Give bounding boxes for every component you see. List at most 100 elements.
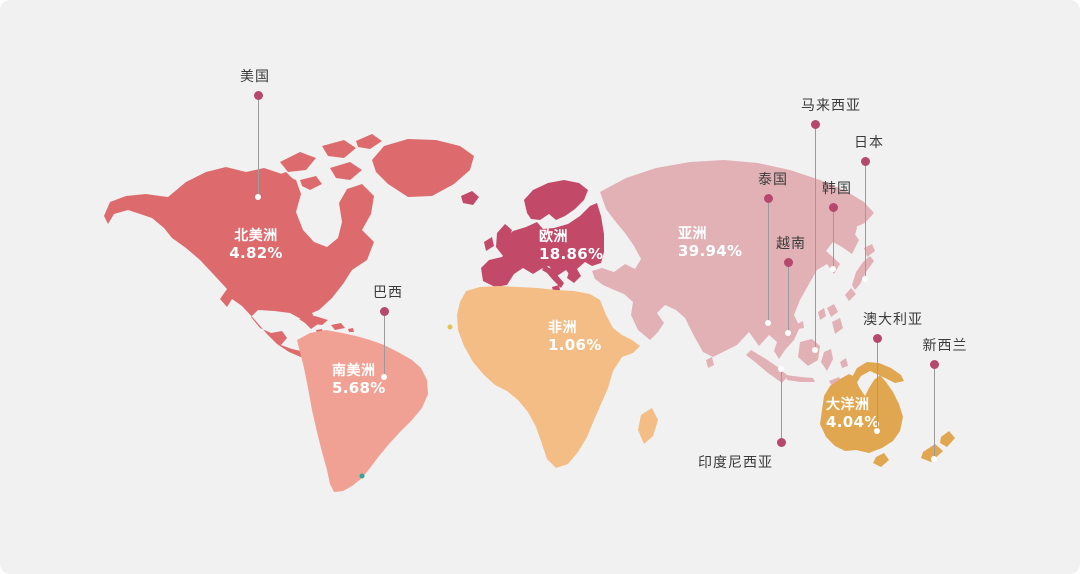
continent-value: 4.04%	[826, 413, 880, 431]
continent-label-africa: 非洲 1.06%	[548, 320, 602, 354]
pin-end-dot	[255, 194, 261, 200]
continent-label-south-america: 南美洲 5.68%	[332, 363, 386, 397]
pin-dot	[860, 156, 870, 166]
asia-mainland	[592, 160, 874, 359]
pin-end-dot	[830, 266, 836, 272]
tasmania	[873, 453, 889, 467]
continent-africa-shape	[457, 286, 658, 468]
greenland	[372, 139, 474, 197]
pin-label-malaysia: 马来西亚	[801, 98, 861, 114]
continent-label-europe: 欧洲 18.86%	[539, 229, 603, 263]
continent-label-asia: 亚洲 39.94%	[678, 226, 742, 260]
pin-line	[864, 165, 866, 279]
continent-value: 5.68%	[332, 379, 386, 397]
pin-end-dot	[765, 320, 771, 326]
continent-name: 北美洲	[234, 228, 278, 244]
new-guinea	[851, 362, 904, 384]
sulawesi	[821, 349, 833, 371]
continent-name: 大洋洲	[826, 397, 870, 413]
arctic-island	[322, 140, 356, 158]
cuba	[299, 316, 328, 325]
hainan	[797, 321, 804, 329]
sri-lanka	[706, 357, 714, 368]
pin-line	[832, 211, 834, 269]
pin-label-indonesia: 印度尼西亚	[698, 455, 773, 471]
pin-label-new-zealand: 新西兰	[922, 338, 968, 354]
continent-value: 4.82%	[229, 244, 283, 262]
continent-value: 39.94%	[678, 242, 743, 260]
pin-line	[876, 342, 878, 431]
pin-dot	[776, 437, 786, 447]
new-zealand-south-island	[921, 444, 943, 462]
arctic-island	[356, 134, 382, 149]
arctic-island	[330, 162, 362, 180]
continent-value: 1.06%	[548, 336, 602, 354]
new-zealand-north-island	[940, 431, 955, 447]
island-dot-teal	[359, 473, 365, 479]
sicily	[552, 285, 560, 291]
continent-north-america-shape	[104, 134, 474, 364]
south-america-mainland	[297, 330, 428, 492]
iceland	[461, 191, 479, 205]
continent-name: 亚洲	[678, 226, 707, 242]
pin-label-vietnam: 越南	[776, 236, 806, 252]
greece	[567, 269, 581, 283]
africa-mainland	[457, 286, 640, 468]
pin-end-dot	[862, 276, 868, 282]
continent-name: 非洲	[548, 320, 577, 336]
java	[786, 375, 815, 382]
scandinavia	[524, 180, 588, 220]
pin-label-usa: 美国	[240, 69, 270, 85]
taiwan	[818, 308, 826, 320]
continent-label-oceania: 大洋洲 4.04%	[826, 397, 880, 431]
pin-dot	[763, 193, 773, 203]
sumatra	[746, 350, 788, 383]
europe-mainland	[481, 203, 604, 287]
moluccas	[840, 358, 848, 368]
pin-dot	[810, 119, 820, 129]
madagascar	[638, 408, 658, 444]
continent-name: 南美洲	[332, 363, 376, 379]
continent-oceania-shape	[820, 362, 955, 467]
pin-label-japan: 日本	[854, 135, 884, 151]
arctic-island	[270, 172, 294, 188]
pin-line	[780, 369, 782, 438]
pin-line	[383, 315, 385, 377]
great-britain	[496, 224, 512, 256]
pin-line	[814, 128, 816, 350]
pin-end-dot	[874, 428, 880, 434]
borneo	[798, 339, 820, 366]
arctic-island	[280, 152, 316, 172]
puerto-rico	[348, 328, 354, 332]
australia	[820, 374, 903, 453]
pin-label-thailand: 泰国	[758, 172, 788, 188]
pin-label-australia: 澳大利亚	[863, 312, 923, 328]
arctic-island	[300, 176, 322, 190]
pin-dot	[929, 359, 939, 369]
ireland	[484, 237, 494, 251]
philippines	[832, 318, 843, 334]
pin-dot	[253, 90, 263, 100]
pin-end-dot	[812, 347, 818, 353]
pin-line	[767, 202, 769, 323]
japan-kyushu	[845, 288, 856, 301]
pin-end-dot	[785, 330, 791, 336]
sakhalin	[845, 216, 857, 248]
pin-label-south-korea: 韩国	[822, 181, 852, 197]
japan-honshu	[852, 256, 874, 290]
pin-end-dot	[778, 366, 784, 372]
continent-asia-shape	[592, 160, 875, 386]
pin-dot	[783, 257, 793, 267]
continent-value: 18.86%	[539, 245, 604, 263]
hispaniola	[331, 323, 345, 330]
continent-name: 欧洲	[539, 229, 568, 245]
continent-europe-shape	[461, 180, 604, 291]
philippines	[827, 304, 838, 317]
small-island-dots	[359, 324, 453, 479]
pin-line	[787, 266, 789, 333]
continent-label-north-america: 北美洲 4.82%	[222, 228, 290, 262]
pin-dot	[872, 333, 882, 343]
pin-label-brazil: 巴西	[373, 285, 403, 301]
